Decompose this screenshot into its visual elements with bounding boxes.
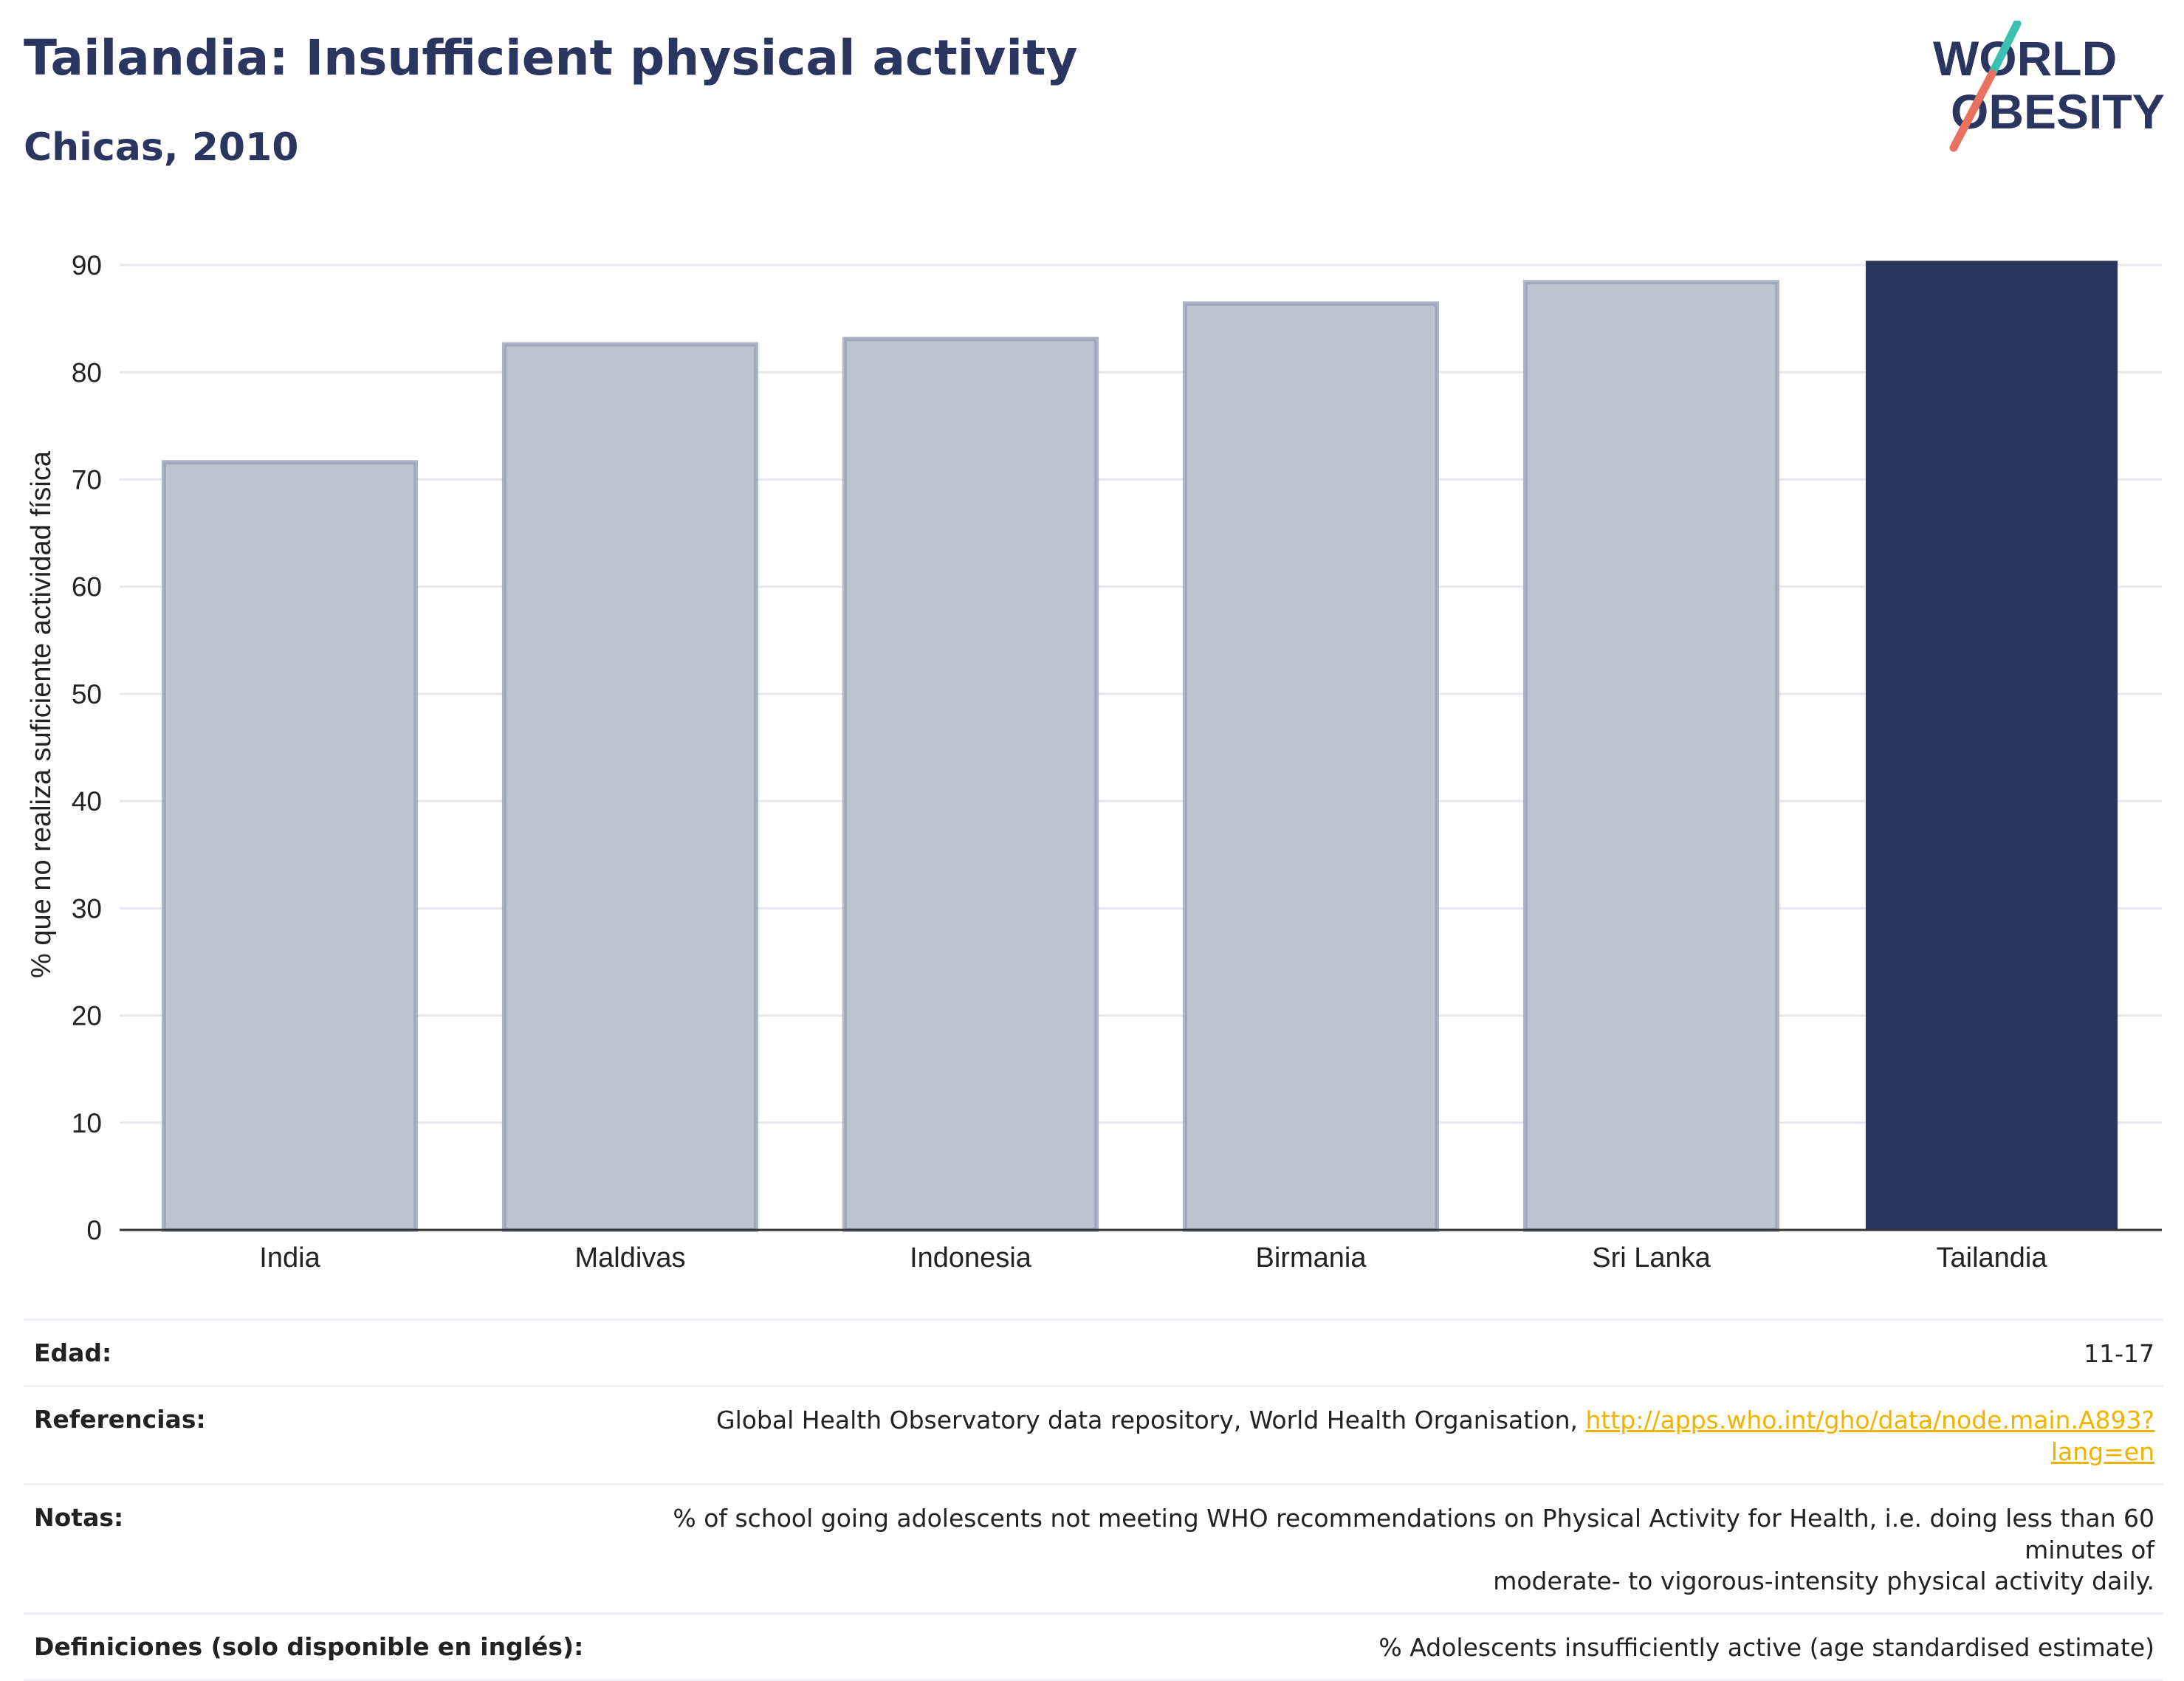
logo-slash-coral — [1949, 69, 1996, 152]
y-axis-label: % que no realiza suficiente actividad fí… — [26, 450, 57, 978]
meta-row-referencias: Referencias: Global Health Observatory d… — [24, 1384, 2163, 1483]
metadata-table: Edad: 11-17 Referencias: Global Health O… — [24, 1319, 2163, 1681]
definiciones-value: % Adolescents insufficiently active (age… — [1378, 1633, 2154, 1663]
notas-line-2: moderate- to vigorous-intensity physical… — [1493, 1567, 2154, 1596]
referencias-text: Global Health Observatory data repositor… — [716, 1405, 1586, 1434]
x-tick-label: Indonesia — [910, 1242, 1032, 1273]
meta-row-definiciones: Definiciones (solo disponible en inglés)… — [24, 1612, 2163, 1681]
edad-label: Edad: — [34, 1338, 112, 1367]
bar-india — [161, 460, 419, 1232]
chart-subtitle: Chicas, 2010 — [24, 126, 299, 170]
referencias-label: Referencias: — [34, 1404, 206, 1434]
y-tick-label: 0 — [86, 1215, 102, 1245]
meta-row-notas: Notas: % of school going adolescents not… — [24, 1482, 2163, 1613]
y-tick-label: 40 — [72, 786, 102, 817]
y-tick-label: 60 — [72, 572, 102, 602]
chart-title: Tailandia: Insufficient physical activit… — [24, 30, 1078, 86]
y-tick-label: 90 — [72, 250, 102, 281]
x-tick-label: Maldivas — [575, 1242, 686, 1273]
notas-label: Notas: — [34, 1502, 124, 1532]
bar-chart: 0 10 20 30 40 50 60 70 80 90 India Maldivas Indonesi… — [26, 250, 2162, 1273]
grid-lines — [120, 264, 2162, 1124]
edad-value: 11-17 — [2084, 1339, 2154, 1368]
logo-text-world: WORLD — [1933, 31, 2117, 86]
y-tick-label: 30 — [72, 893, 102, 924]
referencias-link[interactable]: http://apps.who.int/gho/data/node.main.A… — [1585, 1405, 2154, 1466]
bar-tailandia — [1865, 261, 2118, 1231]
definiciones-label: Definiciones (solo disponible en inglés)… — [34, 1632, 584, 1662]
y-tick-label: 50 — [72, 679, 102, 709]
bars — [161, 261, 2118, 1232]
y-tick-label: 10 — [72, 1108, 102, 1138]
y-tick-label: 70 — [72, 464, 102, 495]
notas-value: % of school going adolescents not meetin… — [641, 1503, 2154, 1598]
x-tick-label: India — [259, 1242, 320, 1273]
x-tick-label: Birmania — [1256, 1242, 1367, 1273]
meta-row-edad: Edad: 11-17 — [24, 1319, 2163, 1385]
x-tick-label: Tailandia — [1937, 1242, 2048, 1273]
logo-slash-teal — [1988, 21, 2022, 78]
axes: 0 10 20 30 40 50 60 70 80 90 India Maldivas Indonesi… — [72, 250, 2162, 1273]
y-tick-label: 80 — [72, 357, 102, 388]
bar-maldivas — [501, 342, 759, 1232]
bar-indonesia — [842, 337, 1099, 1232]
world-obesity-logo: WORLD OBESITY — [1933, 21, 2165, 152]
bar-birmania — [1182, 301, 1440, 1232]
notas-line-1: % of school going adolescents not meetin… — [673, 1503, 2154, 1564]
referencias-value: Global Health Observatory data repositor… — [641, 1405, 2154, 1468]
bar-sri-lanka — [1522, 280, 1780, 1232]
y-tick-label: 20 — [72, 1001, 102, 1031]
x-tick-label: Sri Lanka — [1592, 1242, 1711, 1273]
